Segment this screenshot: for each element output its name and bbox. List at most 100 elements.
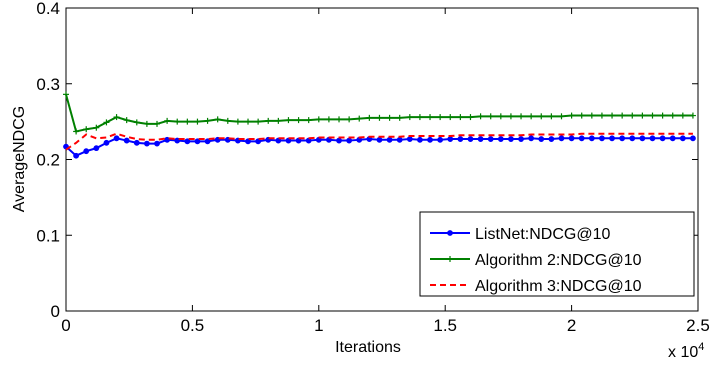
- legend-item: Algorithm 3:NDCG@10: [430, 278, 642, 295]
- data-point: [194, 118, 201, 125]
- data-point: [133, 119, 140, 126]
- series-layer: [63, 91, 696, 159]
- y-tick-labels: 0 0.1 0.2 0.3 0.4: [36, 0, 60, 321]
- data-point: [336, 116, 343, 123]
- data-point: [649, 112, 656, 119]
- y-tick-label: 0.1: [36, 226, 60, 245]
- data-point: [538, 136, 545, 142]
- data-point: [669, 112, 676, 119]
- data-point: [598, 112, 605, 119]
- data-point: [255, 138, 262, 145]
- data-point: [194, 138, 201, 145]
- data-point: [123, 137, 130, 144]
- data-point: [204, 138, 211, 145]
- data-point: [629, 112, 636, 119]
- data-point: [366, 114, 373, 121]
- series-3: [65, 132, 693, 151]
- data-point: [588, 112, 595, 119]
- data-point: [548, 113, 555, 120]
- y-tick-label: 0.4: [36, 0, 60, 18]
- data-point: [578, 112, 585, 119]
- data-point: [174, 137, 181, 144]
- data-point: [619, 112, 626, 119]
- data-point: [497, 113, 504, 120]
- data-point: [447, 114, 454, 121]
- y-axis-title: AverageNDCG: [11, 106, 28, 212]
- data-point: [285, 117, 292, 124]
- data-point: [609, 112, 616, 119]
- data-point: [548, 136, 555, 142]
- data-point: [629, 135, 636, 142]
- data-point: [649, 135, 656, 142]
- data-point: [558, 135, 565, 142]
- data-point: [285, 137, 292, 144]
- legend-box: [419, 211, 695, 297]
- data-point: [417, 136, 423, 143]
- data-point: [679, 135, 686, 142]
- data-point: [234, 118, 241, 125]
- data-point: [346, 137, 353, 144]
- data-point: [295, 117, 302, 124]
- data-point: [406, 114, 413, 121]
- data-point: [184, 138, 191, 145]
- data-point: [103, 139, 110, 146]
- legend-items: ListNet:NDCG@10 Algorithm 2:NDCG@10 Algori…: [430, 226, 642, 295]
- data-point: [376, 114, 383, 121]
- data-point: [558, 113, 565, 120]
- data-point: [245, 118, 252, 125]
- legend-item: ListNet:NDCG@10: [430, 226, 610, 243]
- data-point: [528, 135, 535, 142]
- data-point: [528, 113, 535, 120]
- data-point: [386, 114, 393, 121]
- legend-marker: [447, 256, 453, 262]
- data-point: [255, 118, 262, 125]
- data-point: [477, 113, 484, 120]
- data-point: [396, 114, 403, 121]
- data-point: [507, 113, 514, 120]
- data-point: [73, 152, 80, 159]
- data-point: [508, 136, 514, 142]
- data-point: [376, 136, 383, 143]
- data-point: [346, 116, 353, 123]
- data-point: [113, 114, 120, 121]
- x-multiplier-base: x 10: [668, 344, 698, 361]
- data-point: [669, 135, 676, 142]
- x-tick-label: 1: [314, 316, 323, 335]
- x-tick-label: 0: [61, 316, 70, 335]
- data-point: [447, 136, 454, 142]
- x-tick-label: 1.5: [433, 316, 457, 335]
- data-point: [83, 126, 90, 133]
- data-point: [356, 115, 363, 122]
- data-point: [609, 135, 615, 142]
- data-point: [164, 117, 171, 124]
- data-point: [639, 135, 646, 142]
- data-point: [103, 119, 110, 126]
- data-point: [265, 117, 272, 124]
- series-1: [63, 135, 696, 159]
- data-point: [73, 128, 80, 135]
- data-point: [619, 135, 626, 142]
- x-axis-title: Iterations: [335, 339, 401, 356]
- legend: ListNet:NDCG@10 Algorithm 2:NDCG@10 Algori…: [419, 211, 695, 297]
- data-point: [416, 114, 423, 121]
- x-tick-label: 2: [567, 316, 576, 335]
- data-point: [184, 118, 191, 125]
- data-point: [325, 116, 332, 123]
- data-point: [63, 91, 69, 98]
- data-point: [588, 135, 595, 142]
- data-point: [427, 136, 433, 143]
- legend-label: ListNet:NDCG@10: [475, 226, 610, 243]
- data-point: [336, 137, 342, 144]
- data-point: [427, 114, 434, 121]
- data-point: [245, 138, 251, 145]
- data-point: [214, 116, 221, 123]
- data-point: [83, 148, 90, 155]
- data-point: [93, 124, 100, 131]
- data-point: [113, 135, 120, 142]
- y-tick-label: 0.2: [36, 151, 60, 170]
- data-point: [133, 139, 140, 146]
- data-point: [457, 114, 464, 121]
- x-multiplier-label: x 104: [668, 341, 704, 361]
- data-point: [679, 112, 686, 119]
